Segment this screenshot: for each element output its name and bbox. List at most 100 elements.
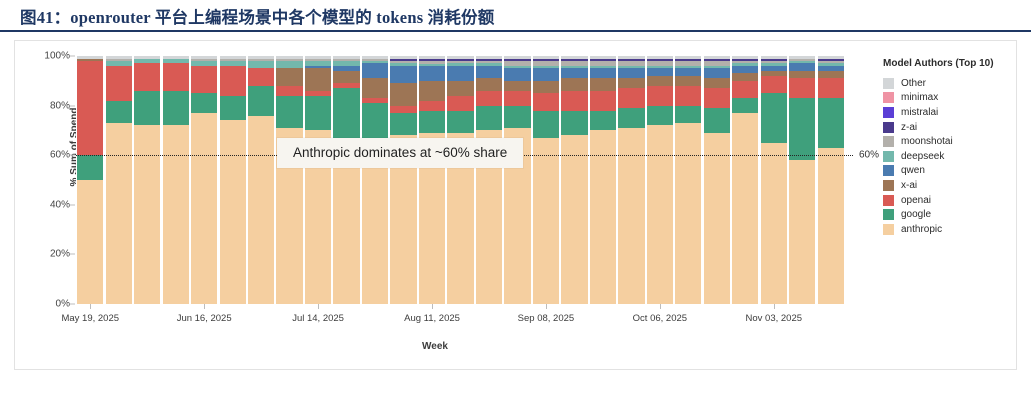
legend-swatch-icon [883, 92, 894, 104]
bar-column[interactable] [646, 56, 673, 304]
bar-segment-moonshotai [361, 58, 389, 61]
bar-column[interactable] [504, 56, 531, 304]
bar-segment-openai [789, 78, 816, 99]
bar-segment-google [532, 110, 560, 138]
chart-figure: % Sum of Spend Week 0% 20% 40% 60% 80% 100% 6… [14, 40, 1017, 370]
bar-segment-deepseek [361, 61, 389, 64]
legend-item-deepseek[interactable]: deepseek [883, 149, 1018, 164]
bar-segment-z-ai [418, 58, 446, 62]
x-tick-mark [318, 304, 320, 309]
bar-segment-other [390, 56, 417, 59]
bar-segment-x-ai [532, 80, 560, 94]
bar-segment-moonshotai [333, 58, 360, 61]
bar-column[interactable] [561, 56, 588, 304]
legend-item-x-ai[interactable]: x-ai [883, 178, 1018, 193]
bar-column[interactable] [276, 56, 303, 304]
bar-segment-x-ai [447, 80, 474, 96]
bar-column[interactable] [789, 56, 816, 304]
bar-segment-google [504, 105, 531, 128]
bar-segment-openai [561, 90, 588, 111]
bar-segment-google [276, 95, 303, 128]
legend-item-anthropic[interactable]: anthropic [883, 222, 1018, 237]
legend-item-google[interactable]: google [883, 207, 1018, 222]
legend-item-openai[interactable]: openai [883, 193, 1018, 208]
bar-column[interactable] [475, 56, 503, 304]
bar-segment-qwen [361, 63, 389, 79]
bar-column[interactable] [760, 56, 787, 304]
title-bar: 图41：openrouter 平台上编程场景中各个模型的 tokens 消耗份额 [0, 0, 1031, 32]
bar-segment-deepseek [418, 63, 446, 66]
bar-column[interactable] [247, 56, 275, 304]
bar-column[interactable] [105, 56, 132, 304]
bar-segment-anthropic [333, 150, 360, 304]
legend-item-minimax[interactable]: minimax [883, 91, 1018, 106]
bar-segment-qwen [475, 65, 503, 79]
legend-item-other[interactable]: Other [883, 76, 1018, 91]
bar-column[interactable] [390, 56, 417, 304]
bar-column[interactable] [134, 56, 161, 304]
legend-swatch-icon [883, 194, 894, 206]
bar-segment-google [105, 100, 132, 123]
bar-segment-other [418, 56, 446, 59]
bar-segment-moonshotai [732, 61, 759, 64]
bar-segment-deepseek [561, 65, 588, 69]
bar-column[interactable] [77, 56, 104, 304]
bar-segment-google [134, 90, 161, 126]
bar-segment-other [646, 56, 673, 59]
bar-column[interactable] [333, 56, 360, 304]
bar-segment-anthropic [77, 180, 104, 304]
bar-segment-deepseek [105, 60, 132, 66]
x-tick-label: Sep 08, 2025 [517, 313, 575, 324]
bar-column[interactable] [304, 56, 332, 304]
bar-segment-openai [105, 65, 132, 101]
bar-segment-other [162, 56, 189, 59]
legend-swatch-icon [883, 209, 894, 221]
bar-segment-z-ai [589, 58, 617, 62]
legend-swatch-icon [883, 165, 894, 177]
bar-segment-anthropic [247, 115, 275, 304]
bar-segment-anthropic [105, 122, 132, 304]
bar-segment-moonshotai [646, 61, 673, 66]
bar-segment-deepseek [475, 63, 503, 66]
bar-segment-google [418, 110, 446, 133]
bar-column[interactable] [675, 56, 702, 304]
legend-swatch-icon [883, 77, 894, 89]
legend-item-label: anthropic [901, 223, 943, 235]
bar-segment-deepseek [333, 61, 360, 66]
bar-column[interactable] [447, 56, 474, 304]
bar-segment-anthropic [561, 135, 588, 304]
bar-segment-x-ai [304, 68, 332, 91]
bar-column[interactable] [589, 56, 617, 304]
bar-column[interactable] [418, 56, 446, 304]
bar-column[interactable] [532, 56, 560, 304]
legend-item-z-ai[interactable]: z-ai [883, 120, 1018, 135]
bar-column[interactable] [191, 56, 218, 304]
bar-segment-other [475, 56, 503, 59]
legend-swatch-icon [883, 150, 894, 162]
bar-segment-other [134, 56, 161, 59]
legend-item-qwen[interactable]: qwen [883, 164, 1018, 179]
bar-column[interactable] [361, 56, 389, 304]
bar-segment-z-ai [475, 58, 503, 62]
y-tick-mark [70, 55, 75, 57]
bar-segment-other [760, 56, 787, 59]
y-tick-label: 20% [49, 248, 70, 260]
bar-segment-openai [703, 88, 730, 109]
bar-column[interactable] [732, 56, 759, 304]
legend-item-mistralai[interactable]: mistralai [883, 105, 1018, 120]
bar-segment-moonshotai [618, 61, 645, 66]
bar-segment-google [817, 98, 844, 148]
legend-item-moonshotai[interactable]: moonshotai [883, 134, 1018, 149]
bar-segment-openai [504, 90, 531, 106]
bar-segment-openai [447, 95, 474, 111]
bar-segment-anthropic [675, 122, 702, 304]
bar-column[interactable] [618, 56, 645, 304]
bar-segment-openai [333, 83, 360, 89]
bar-segment-openai [134, 63, 161, 91]
bar-column[interactable] [703, 56, 730, 304]
bar-column[interactable] [162, 56, 189, 304]
bar-column[interactable] [219, 56, 246, 304]
bar-segment-other [618, 56, 645, 59]
bar-column[interactable] [817, 56, 844, 304]
